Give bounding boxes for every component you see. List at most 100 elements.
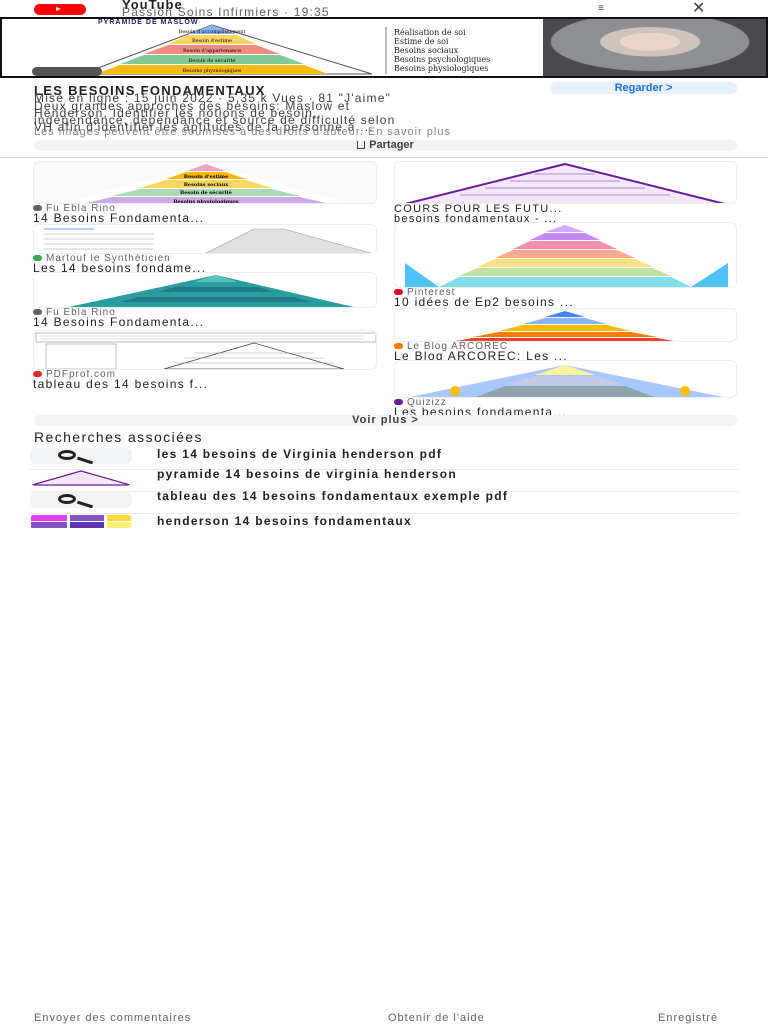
- pyramid-caption: PYRAMIDE DE MASLOW: [98, 19, 199, 26]
- hero-image[interactable]: PYRAMIDE DE MASLOW Besoin d'accomplissem…: [0, 17, 768, 78]
- result-source: Fu Ebla Rino: [33, 308, 377, 317]
- send-feedback-link[interactable]: Envoyer des commentaires: [34, 1012, 192, 1024]
- favicon-icon: [394, 343, 403, 349]
- result-card[interactable]: Martouf le Synthéticien Les 14 besoins f…: [33, 224, 377, 273]
- result-card[interactable]: Fu Ebla Rino 14 Besoins Fondamenta...: [33, 272, 377, 327]
- see-more-button[interactable]: Voir plus >: [34, 415, 737, 426]
- result-title[interactable]: Les besoins fondamenta...: [394, 407, 568, 417]
- hero-label: Estime de soi: [394, 37, 449, 46]
- hero-level-5: [96, 65, 328, 74]
- related-thumbnail: [30, 492, 132, 508]
- related-searches-title: Recherches associées: [34, 429, 203, 445]
- result-source: Fu Ebla Rino: [33, 204, 377, 213]
- result-thumbnail[interactable]: [33, 272, 377, 308]
- related-thumbnail: [30, 448, 132, 464]
- channel-watermark-icon: [32, 67, 102, 76]
- related-search-item[interactable]: henderson 14 besoins fondamentaux: [30, 514, 738, 536]
- result-source: Pinterest: [394, 288, 737, 297]
- hero-label: Besoins physiologiques: [394, 64, 489, 73]
- favicon-icon: [33, 255, 42, 261]
- related-search-item[interactable]: pyramide 14 besoins de virginia henderso…: [30, 467, 738, 492]
- related-search-label[interactable]: tableau des 14 besoins fondamentaux exem…: [157, 489, 509, 503]
- svg-text:Besoin d'estime: Besoin d'estime: [184, 174, 229, 180]
- search-icon: [58, 494, 76, 504]
- result-thumbnail[interactable]: [394, 308, 737, 342]
- video-description: Henderson. Identifier les notions de bes…: [34, 106, 318, 120]
- result-source: Quizizz: [394, 398, 737, 407]
- favicon-icon: [33, 309, 42, 315]
- result-title[interactable]: COURS POUR LES FUTU...: [394, 204, 563, 214]
- svg-text:Besoins physiologiques: Besoins physiologiques: [173, 199, 239, 204]
- hero-level-text-1: Besoin d'accomplissement: [179, 29, 246, 35]
- result-title[interactable]: 14 Besoins Fondamenta...: [33, 213, 205, 223]
- video-description: indépendance, dépendance et source de di…: [34, 113, 396, 127]
- related-thumbnail: [30, 514, 132, 530]
- share-button[interactable]: Partager: [34, 140, 737, 151]
- share-icon: [357, 141, 366, 149]
- result-thumbnail[interactable]: [394, 360, 737, 398]
- hero-level-text-5: Besoins physiologiques: [183, 68, 242, 74]
- channel-line: Passion Soins Infirmiers · 19:35: [122, 5, 330, 19]
- result-thumbnail[interactable]: [33, 330, 377, 370]
- related-search-item[interactable]: tableau des 14 besoins fondamentaux exem…: [30, 489, 738, 514]
- result-card[interactable]: COURS POUR LES FUTU... besoins fondament…: [394, 161, 737, 224]
- favicon-icon: [394, 399, 403, 405]
- result-title[interactable]: besoins fondamentaux - ...: [394, 214, 558, 224]
- result-source: Martouf le Synthéticien: [33, 254, 377, 263]
- menu-icon[interactable]: ≡: [598, 3, 604, 14]
- search-icon: [58, 450, 76, 460]
- get-help-link[interactable]: Obtenir de l'aide: [388, 1012, 485, 1024]
- related-search-item[interactable]: les 14 besoins de Virginia henderson pdf: [30, 448, 738, 470]
- watch-button[interactable]: Regarder >: [550, 82, 737, 94]
- related-search-label[interactable]: pyramide 14 besoins de virginia henderso…: [157, 467, 458, 481]
- video-title[interactable]: LES BESOINS FONDAMENTAUX: [34, 83, 266, 98]
- related-thumbnail: [30, 470, 132, 486]
- favicon-icon: [394, 289, 403, 295]
- favicon-icon: [33, 205, 42, 211]
- result-thumbnail[interactable]: [394, 161, 737, 204]
- result-source: Le Blog ARCOREC: [394, 342, 737, 351]
- related-search-label[interactable]: les 14 besoins de Virginia henderson pdf: [157, 447, 443, 461]
- result-title[interactable]: Le Blog ARCOREC: Les ...: [394, 351, 568, 361]
- related-search-label[interactable]: henderson 14 besoins fondamentaux: [157, 514, 412, 528]
- result-thumbnail[interactable]: [33, 224, 377, 254]
- result-thumbnail[interactable]: [394, 222, 737, 288]
- result-header: YouTube Passion Soins Infirmiers · 19:35…: [0, 0, 768, 19]
- hero-label: Réalisation de soi: [394, 28, 466, 37]
- result-card[interactable]: Pinterest 10 idées de Ep2 besoins ...: [394, 222, 737, 307]
- result-title[interactable]: tableau des 14 besoins f...: [33, 379, 209, 389]
- result-title[interactable]: 10 idées de Ep2 besoins ...: [394, 297, 574, 307]
- result-card[interactable]: Besoin d'estime Besoins sociaux Besoin d…: [33, 161, 377, 223]
- close-icon[interactable]: ✕: [692, 0, 706, 17]
- youtube-logo-icon[interactable]: [34, 4, 86, 15]
- result-card[interactable]: PDFprof.com tableau des 14 besoins f...: [33, 330, 377, 389]
- video-meta: Mise en ligne : 15 juin 2022 · 5,35 k Vu…: [34, 91, 392, 105]
- hero-level-1: [188, 25, 236, 34]
- copyright-notice[interactable]: Les images peuvent être soumises à des d…: [34, 126, 451, 138]
- hero-labels: Réalisation de soi Estime de soi Besoins…: [394, 29, 534, 74]
- result-card[interactable]: Quizizz Les besoins fondamenta...: [394, 360, 737, 417]
- result-title[interactable]: 14 Besoins Fondamenta...: [33, 317, 205, 327]
- svg-text:Besoins sociaux: Besoins sociaux: [184, 182, 230, 188]
- saved-link[interactable]: Enregistré: [658, 1012, 719, 1024]
- favicon-icon: [33, 371, 42, 377]
- svg-text:Besoin de sécurité: Besoin de sécurité: [180, 189, 232, 196]
- hero-level-text-4: Besoin de sécurité: [189, 57, 236, 64]
- divider: [0, 157, 768, 158]
- hero-level-text-3: Besoin d'appartenance: [183, 48, 241, 54]
- source-title[interactable]: YouTube: [122, 0, 183, 12]
- hero-label: Besoins sociaux: [394, 46, 459, 55]
- hero-level-2: [168, 35, 256, 44]
- result-card[interactable]: Le Blog ARCOREC Le Blog ARCOREC: Les ...: [394, 308, 737, 361]
- hero-level-4: [120, 55, 304, 64]
- pyramid-graphic: Besoin d'accomplissement Besoin d'estime…: [81, 24, 387, 75]
- footer: Envoyer des commentaires Obtenir de l'ai…: [0, 1008, 768, 1024]
- maslow-pyramid-image: PYRAMIDE DE MASLOW Besoin d'accomplissem…: [2, 19, 542, 76]
- result-source: PDFprof.com: [33, 370, 377, 379]
- video-description: VH afin d'identifier les aptitudes de la…: [34, 120, 374, 134]
- hero-label: Besoins psychologiques: [394, 55, 491, 64]
- hero-level-3: [144, 45, 280, 54]
- presenter-photo: [543, 19, 766, 76]
- result-thumbnail[interactable]: Besoin d'estime Besoins sociaux Besoin d…: [33, 161, 377, 204]
- result-title[interactable]: Les 14 besoins fondame...: [33, 263, 207, 273]
